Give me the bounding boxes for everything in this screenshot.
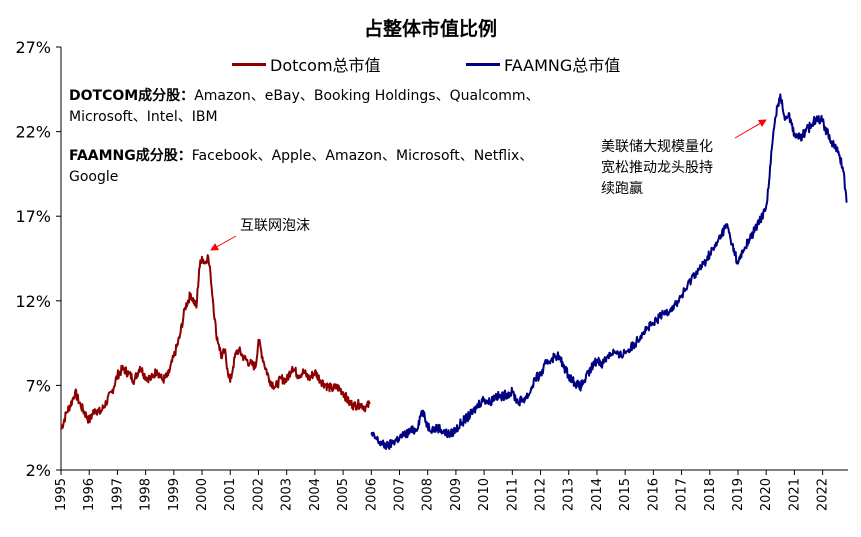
y-tick-label: 17% [15,207,51,226]
axes: 2% 7% 12% 17% 22% 27% 1995 1996 1997 1998 1999 2000… [15,38,848,511]
faamng-note-line2: Google [69,169,119,185]
x-tick-label: 2005 [336,478,351,511]
series-layer [60,93,848,450]
dotcom-constituents-note: DOTCOM成分股：Amazon、eBay、Booking Holdings、Q… [69,86,540,128]
legend-dotcom: Dotcom总市值 [232,52,381,76]
x-tick-label: 2011 [505,478,520,511]
x-tick-label: 2022 [816,478,831,511]
dotcom-note-line1: Amazon、eBay、Booking Holdings、Qualcomm、 [194,88,540,104]
legend-dotcom-swatch [232,62,266,66]
bubble-arrow [210,235,237,251]
faamng-note-label: FAAMNG成分股： [69,148,192,164]
fed-arrow [734,119,767,139]
y-tick-label: 27% [15,38,51,57]
x-tick-label: 2014 [590,478,605,511]
x-tick-label: 2012 [534,478,549,511]
fed-annotation-line3: 续跑赢 [601,181,643,197]
fed-annotation-line1: 美联储大规模量化 [601,139,713,155]
annotation-arrows [210,119,767,251]
fed-annotation: 美联储大规模量化 宽松推动龙头股持 续跑赢 [601,137,713,200]
x-tick-label: 1995 [54,478,69,511]
x-tick-label: 2015 [618,478,633,511]
x-tick-label: 2003 [280,478,295,511]
fed-annotation-line2: 宽松推动龙头股持 [601,160,713,176]
dotcom-note-label: DOTCOM成分股： [69,88,195,104]
y-tick-label: 2% [26,461,51,480]
x-tick-label: 2001 [223,478,238,511]
dotcom-series-line [60,254,371,430]
legend-faamng: FAAMNG总市值 [466,52,620,76]
dotcom-note-line2: Microsoft、Intel、IBM [69,109,218,125]
y-tick-label: 22% [15,123,51,142]
legend-faamng-label: FAAMNG总市值 [504,56,621,75]
x-tick-label: 2006 [364,478,379,511]
x-tick-label: 2016 [646,478,661,511]
x-tick-label: 2008 [421,478,436,511]
x-tick-label: 2019 [731,478,746,511]
y-tick-label: 12% [15,292,51,311]
y-tick-label: 7% [26,376,51,395]
x-tick-label: 1996 [82,478,97,511]
faamng-series-line [370,93,848,450]
x-tick-label: 1999 [167,478,182,511]
x-tick-label: 2009 [449,478,464,511]
x-tick-label: 2018 [703,478,718,511]
chart-title: 占整体市值比例 [363,18,497,40]
x-tick-label: 2010 [477,478,492,511]
x-tick-label: 2013 [562,478,577,511]
x-tick-label: 1997 [110,478,125,511]
x-tick-label: 2017 [675,478,690,511]
x-tick-label: 2000 [195,478,210,511]
legend-dotcom-label: Dotcom总市值 [270,56,381,75]
x-tick-label: 2004 [308,478,323,511]
x-tick-label: 2007 [392,478,407,511]
faamng-note-line1: Facebook、Apple、Amazon、Microsoft、Netflix、 [191,148,534,164]
x-tick-label: 2021 [787,478,802,511]
bubble-annotation: 互联网泡沫 [240,218,310,234]
x-tick-label: 2020 [759,478,774,511]
faamng-constituents-note: FAAMNG成分股：Facebook、Apple、Amazon、Microsof… [69,146,533,188]
x-tick-label: 1998 [139,478,154,511]
x-tick-label: 2002 [251,478,266,511]
legend-faamng-swatch [466,62,500,66]
